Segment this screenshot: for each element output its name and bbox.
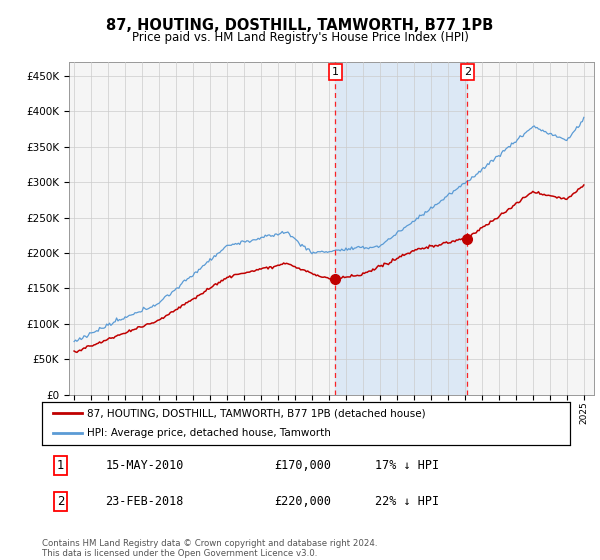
Text: 1: 1 [332,67,339,77]
Text: 22% ↓ HPI: 22% ↓ HPI [374,494,439,508]
Text: 1: 1 [57,459,64,473]
Text: 2: 2 [57,494,64,508]
Text: £170,000: £170,000 [274,459,331,473]
Text: Contains HM Land Registry data © Crown copyright and database right 2024.
This d: Contains HM Land Registry data © Crown c… [42,539,377,558]
Text: 87, HOUTING, DOSTHILL, TAMWORTH, B77 1PB: 87, HOUTING, DOSTHILL, TAMWORTH, B77 1PB [106,18,494,33]
Text: 15-MAY-2010: 15-MAY-2010 [106,459,184,473]
Text: HPI: Average price, detached house, Tamworth: HPI: Average price, detached house, Tamw… [87,428,331,438]
Bar [335,62,467,395]
Text: 23-FEB-2018: 23-FEB-2018 [106,494,184,508]
Text: £220,000: £220,000 [274,494,331,508]
Text: 17% ↓ HPI: 17% ↓ HPI [374,459,439,473]
Text: 2: 2 [464,67,471,77]
Text: 87, HOUTING, DOSTHILL, TAMWORTH, B77 1PB (detached house): 87, HOUTING, DOSTHILL, TAMWORTH, B77 1PB… [87,408,425,418]
Text: Price paid vs. HM Land Registry's House Price Index (HPI): Price paid vs. HM Land Registry's House … [131,31,469,44]
